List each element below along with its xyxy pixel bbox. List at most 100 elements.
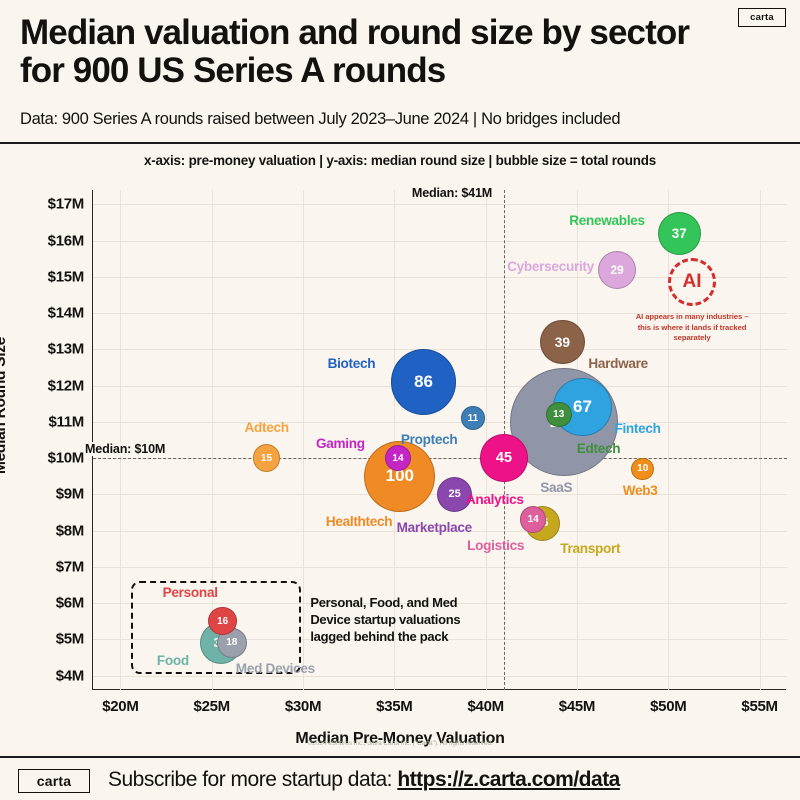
x-axis-tick: $55M [741,698,778,715]
gridline-vertical [668,190,670,690]
y-axis-title: Median Round Size [0,337,9,474]
bubble-label-gaming: Gaming [315,436,365,452]
gridline-horizontal [93,276,787,278]
gridline-horizontal [93,204,787,206]
x-axis-tick: $30M [284,698,322,715]
x-axis-tick: $40M [467,698,504,715]
gridline-vertical [759,190,761,690]
x-axis-tick: $35M [376,698,413,715]
y-axis-tick: $13M [47,340,85,358]
bubble-value: 14 [527,514,539,526]
y-axis-tick: $12M [47,377,85,395]
gridline-horizontal [93,349,787,351]
footer-cta: Subscribe for more startup data: https:/… [108,768,620,792]
x-axis-tick: $50M [650,698,687,715]
bubble-value: 67 [572,397,592,417]
y-axis-tick: $11M [48,413,85,431]
bubble-label-logistics: Logistics [467,537,525,553]
bubble-cybersecurity[interactable]: 29 [598,250,637,289]
bubble-hardware[interactable]: 39 [540,320,585,365]
bubble-personal[interactable]: 16 [208,606,237,636]
bubble-label-transport: Transport [560,541,621,557]
bubble-web3[interactable]: 10 [631,457,654,481]
bubble-analytics[interactable]: 45 [480,434,528,482]
gridline-horizontal [93,313,787,315]
bubble-value: 10 [637,463,649,475]
gridline-horizontal [93,240,787,242]
bubble-label-personal: Personal [162,585,218,601]
y-axis-tick: $14M [47,304,85,322]
gridline-horizontal [93,566,787,568]
carta-logo-top: carta [738,8,786,27]
bubble-label-proptech: Proptech [400,432,458,448]
inset-callout-text: Personal, Food, and Med Device startup v… [310,594,461,645]
gridline-vertical [120,190,122,690]
bubble-value: 16 [217,615,229,627]
bubble-biotech[interactable]: 86 [390,349,457,415]
bubble-logistics[interactable]: 14 [519,506,547,533]
bubble-renewables[interactable]: 37 [657,211,701,256]
y-axis-tick: $6M [55,594,85,612]
inset-callout-box [131,580,302,674]
plot-canvas: $4M $5M $6M $7M $8M $9M $10M $11M $12M $13M $14M $1… [48,186,787,715]
copyright-note: ©2024 eShares Inc., d/b/a Carta Inc. ("C… [307,740,493,747]
bubble-value: 45 [495,450,513,467]
bubble-label-saas: SaaS [540,479,573,495]
y-axis-tick: $4M [55,667,85,684]
gridline-horizontal [93,603,787,605]
gridline-horizontal [93,639,787,641]
bubble-label-biotech: Biotech [327,356,376,372]
ai-marker[interactable]: AI [668,258,717,307]
gridline-vertical [211,190,213,690]
y-axis-tick: $9M [55,485,85,503]
bubble-value: 29 [610,262,624,277]
bubble-value: 37 [671,225,687,241]
y-axis-tick: $16M [47,232,85,250]
bubble-marketplace[interactable]: 25 [436,476,473,513]
bubble-label-med-devices: Med Devices [235,660,315,676]
bubble-value: 25 [448,488,461,501]
chart-area: x-axis: pre-money valuation | y-axis: me… [0,144,800,756]
gridline-vertical [303,190,305,690]
bubble-label-cybersecurity: Cybersecurity [507,258,594,274]
x-axis-tick: $25M [193,698,231,715]
footer: carta Subscribe for more startup data: h… [0,756,800,800]
gridline-horizontal [93,675,787,677]
footer-cta-text: Subscribe for more startup data: [108,768,398,791]
bubble-label-edtech: Edtech [576,440,621,456]
bubble-value: 15 [260,452,273,464]
bubble-value: 18 [226,637,238,649]
bubble-label-fintech: Fintech [614,421,661,437]
median-line-horizontal [93,458,787,460]
bubble-label-food: Food [156,652,189,668]
y-axis-tick: $5M [55,630,85,648]
x-axis-tick: $20M [102,698,139,715]
bubble-edtech[interactable]: 13 [545,401,572,428]
gridline-vertical [394,190,396,690]
y-axis-tick: $8M [55,522,85,540]
bubble-label-adtech: Adtech [244,420,290,436]
bubble-value: 39 [554,334,570,350]
bubble-label-web3: Web3 [622,482,658,498]
footer-link[interactable]: https://z.carta.com/data [397,768,620,791]
header: Median valuation and round size by secto… [0,0,800,144]
y-axis-tick: $10M [47,449,85,467]
x-axis-title: Median Pre-Money Valuation [295,730,505,747]
page-subtitle: Data: 900 Series A rounds raised between… [20,110,621,128]
gridline-horizontal [93,530,787,532]
bubble-label-healthtech: Healthtech [325,514,393,530]
gridline-horizontal [93,421,787,423]
bubble-adtech[interactable]: 15 [252,444,281,472]
bubble-proptech[interactable]: 11 [461,406,485,431]
bubble-label-marketplace: Marketplace [396,520,473,536]
bubble-label-renewables: Renewables [569,213,645,229]
bubble-value: 14 [392,452,404,464]
bubble-value: 13 [553,409,565,421]
median-label-y: Median: $10M [85,442,169,457]
ai-marker-note: AI appears in many industries – this is … [635,312,749,343]
y-axis-tick: $15M [47,268,85,286]
bubble-value: 86 [414,372,434,391]
carta-logo-bottom: carta [18,769,90,793]
x-axis-tick: $45M [558,698,596,715]
